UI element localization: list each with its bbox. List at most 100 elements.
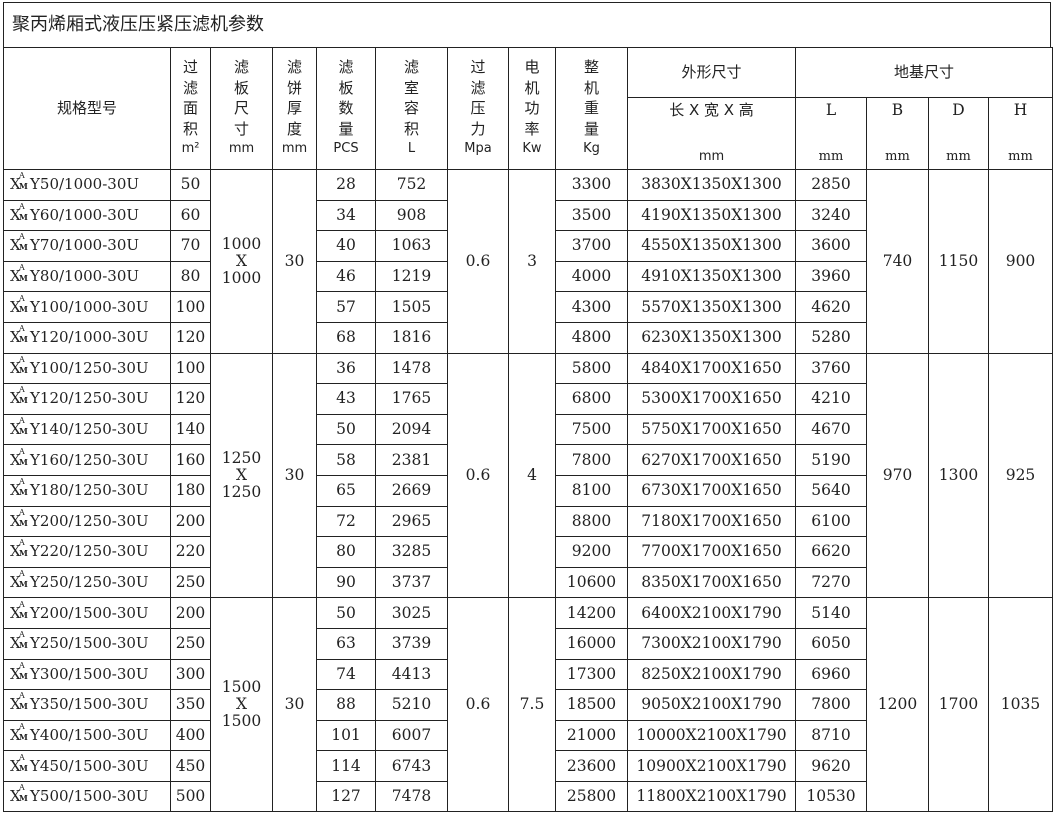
plate-count-cell: 63 — [316, 627, 376, 660]
dimensions-cell: 6730X1700X1650 — [627, 474, 796, 507]
model-cell: X A M Y250/1250-30U — [3, 566, 171, 599]
power-cell: 3 — [508, 169, 556, 354]
volume-cell: 6007 — [375, 719, 448, 752]
foundation-L-cell: 8710 — [795, 719, 867, 752]
foundation-L-cell: 6050 — [795, 627, 867, 660]
header-model: 规格型号 — [3, 47, 171, 170]
foundation-L-cell: 3960 — [795, 260, 867, 293]
area-cell: 70 — [170, 230, 211, 262]
header-unit: mm — [698, 148, 725, 164]
pressure-cell: 0.6 — [447, 597, 509, 813]
header-power: 电机功率 Kw — [508, 47, 556, 170]
cake-thickness-cell: 30 — [272, 352, 317, 599]
weight-cell: 5800 — [555, 352, 628, 385]
plate-count-cell: 46 — [316, 260, 376, 293]
header-char: 板 — [233, 78, 249, 97]
table-row: X A M Y50/1000-30U 50 1000 X 1000 30 28 752 0.6 3 330… — [3, 169, 1054, 354]
header-char: 压 — [470, 99, 486, 118]
plate-count-cell: 80 — [316, 536, 376, 568]
header-foundation: 地基尺寸 — [794, 47, 1054, 98]
plate-count-cell: 65 — [316, 474, 376, 507]
volume-cell: 1063 — [375, 230, 448, 262]
volume-cell: 1505 — [375, 291, 448, 323]
model-cell: X A M Y250/1500-30U — [3, 627, 171, 660]
area-cell: 60 — [170, 199, 211, 232]
header-char: 积 — [403, 119, 419, 138]
dimensions-cell: 7180X1700X1650 — [627, 505, 796, 538]
foundation-L-cell: 4670 — [795, 413, 867, 446]
dimensions-cell: 5300X1700X1650 — [627, 383, 796, 415]
plate-size-cell: 1000 X 1000 — [210, 169, 273, 354]
header-char: 厚 — [286, 99, 302, 118]
spec-document: 聚丙烯厢式液压压紧压滤机参数 规格型号 过滤面积 m² 滤板尺寸 mm 滤饼厚度 mm… — [3, 2, 1054, 813]
volume-cell: 752 — [375, 169, 448, 201]
volume-cell: 2094 — [375, 413, 448, 446]
header-char: 积 — [182, 119, 198, 138]
header-unit: L — [407, 141, 416, 157]
model-cell: X A M Y60/1000-30U — [3, 199, 171, 232]
area-cell: 350 — [170, 689, 211, 721]
model-cell: X A M Y450/1500-30U — [3, 750, 171, 782]
dimensions-cell: 6230X1350X1300 — [627, 321, 796, 354]
dimensions-cell: 8350X1700X1650 — [627, 566, 796, 599]
header-char: 容 — [403, 99, 419, 118]
foundation-L-cell: 4620 — [795, 291, 867, 323]
foundation-D-cell: 1150 — [928, 169, 989, 354]
header-char: 寸 — [233, 119, 249, 138]
header-char: 力 — [470, 119, 486, 138]
cake-thickness-cell: 30 — [272, 169, 317, 354]
header-area: 过滤面积 m² — [170, 47, 211, 170]
table-row: X A M Y160/1250-30U 160 58 2381 7800 6270X1700X1… — [3, 444, 1053, 476]
plate-count-cell: 57 — [316, 291, 376, 323]
dimensions-cell: 8250X2100X1790 — [627, 658, 796, 691]
dimensions-cell: 4550X1350X1300 — [627, 230, 796, 262]
dimensions-cell: 9050X2100X1790 — [627, 689, 796, 721]
table-row: X A M Y100/1250-30U 100 1250 X 1250 30 36 1478 0.6 4… — [3, 352, 1054, 599]
area-cell: 120 — [170, 321, 211, 354]
dimensions-cell: 10000X2100X1790 — [627, 719, 796, 752]
header-char: 滤 — [233, 58, 249, 77]
foundation-L-cell: 3760 — [795, 352, 867, 385]
header-plate-size: 滤板尺寸 mm — [210, 47, 273, 170]
header-unit: PCS — [333, 141, 359, 157]
foundation-L-cell: 9620 — [795, 750, 867, 782]
weight-cell: 10600 — [555, 566, 628, 599]
model-cell: X A M Y300/1500-30U — [3, 658, 171, 691]
table-row: X A M Y100/1000-30U 100 57 1505 4300 5570X1350X1… — [3, 291, 1053, 323]
table-row: X A M Y70/1000-30U 70 40 1063 3700 4550X1350X130… — [3, 230, 1053, 262]
header-label: H — [1013, 101, 1028, 119]
header-char: 机 — [524, 78, 540, 97]
volume-cell: 1219 — [375, 260, 448, 293]
header-pressure: 过滤压力 Mpa — [447, 47, 509, 170]
area-cell: 160 — [170, 444, 211, 476]
dimensions-cell: 10900X2100X1790 — [627, 750, 796, 782]
pressure-cell: 0.6 — [447, 169, 509, 354]
model-cell: X A M Y180/1250-30U — [3, 474, 171, 507]
table-row: X A M Y120/1250-30U 120 43 1765 6800 5300X1700X1… — [3, 383, 1053, 415]
model-cell: X A M Y400/1500-30U — [3, 719, 171, 752]
volume-cell: 1478 — [375, 352, 448, 385]
weight-cell: 3300 — [555, 169, 628, 201]
weight-cell: 3700 — [555, 230, 628, 262]
foundation-L-cell: 2850 — [795, 169, 867, 201]
weight-cell: 25800 — [555, 780, 628, 813]
weight-cell: 6800 — [555, 383, 628, 415]
weight-cell: 16000 — [555, 627, 628, 660]
header-unit: mm — [1008, 148, 1033, 164]
header-char: 面 — [182, 99, 198, 118]
table-row: X A M Y120/1000-30U 120 68 1816 4800 6230X1350X1… — [3, 321, 1053, 354]
cake-thickness-cell: 30 — [272, 597, 317, 813]
header-char: 板 — [338, 78, 354, 97]
